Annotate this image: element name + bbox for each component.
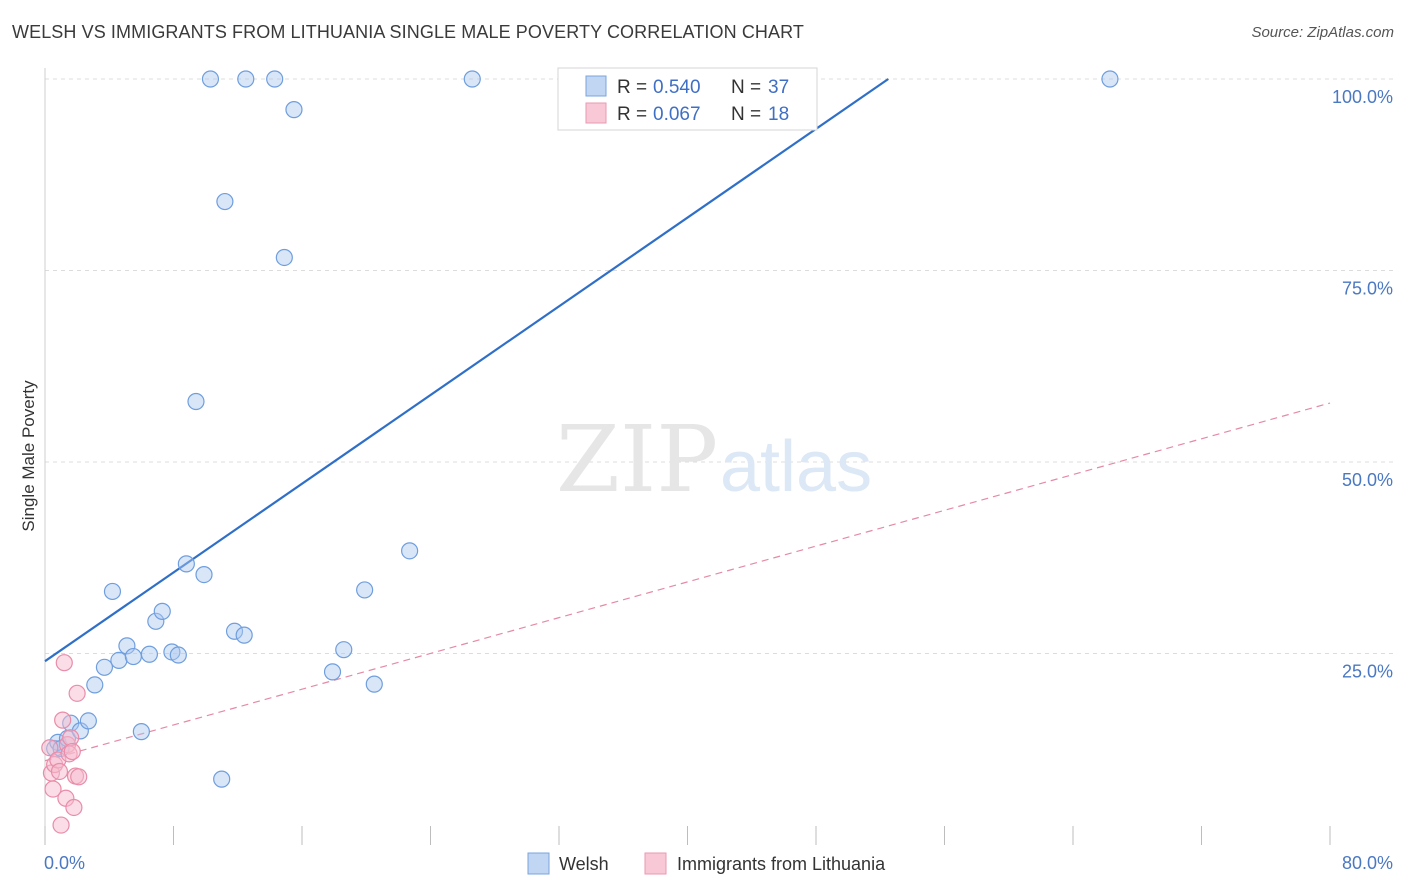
bottom-legend: Welsh Immigrants from Lithuania bbox=[527, 852, 886, 875]
point-welsh-8 bbox=[95, 658, 114, 676]
legend-r-value-lithuania: 0.067 bbox=[653, 104, 701, 125]
bottom-legend-label-lithuania: Immigrants from Lithuania bbox=[677, 854, 886, 874]
point-welsh-22 bbox=[201, 70, 220, 88]
point-welsh-9 bbox=[103, 582, 122, 601]
point-lithuania-17 bbox=[70, 768, 88, 786]
point-welsh-26 bbox=[235, 626, 253, 644]
point-lithuania-13 bbox=[63, 742, 81, 761]
point-lithuania-8 bbox=[55, 654, 73, 672]
x-tick-label-min: 0.0% bbox=[44, 853, 85, 873]
legend-r-value-welsh: 0.540 bbox=[653, 77, 701, 98]
point-lithuania-0 bbox=[41, 739, 59, 757]
y-tick-label-75: 75.0% bbox=[1342, 279, 1393, 299]
point-welsh-18 bbox=[169, 646, 187, 664]
trendline-welsh bbox=[44, 78, 889, 663]
point-welsh-19 bbox=[177, 555, 195, 573]
x-tick-label-max: 80.0% bbox=[1342, 853, 1393, 873]
axis-layer bbox=[44, 68, 1331, 845]
point-welsh-28 bbox=[266, 70, 284, 88]
bottom-legend-swatch-lithuania bbox=[644, 852, 667, 875]
point-welsh-32 bbox=[335, 641, 353, 659]
point-lithuania-16 bbox=[68, 684, 86, 702]
point-lithuania-7 bbox=[54, 711, 72, 729]
point-lithuania-14 bbox=[65, 798, 83, 817]
point-welsh-20 bbox=[187, 392, 205, 411]
legend-swatch-lithuania bbox=[585, 102, 607, 124]
points-layer bbox=[41, 70, 1119, 834]
chart-title: WELSH VS IMMIGRANTS FROM LITHUANIA SINGL… bbox=[12, 22, 805, 42]
point-lithuania-2 bbox=[44, 780, 62, 798]
source-label: Source: ZipAtlas.com bbox=[1251, 24, 1394, 41]
point-welsh-37 bbox=[1101, 70, 1119, 88]
point-welsh-29 bbox=[275, 248, 293, 267]
point-lithuania-6 bbox=[52, 816, 70, 834]
legend-n-value-welsh: 37 bbox=[768, 77, 789, 98]
point-welsh-35 bbox=[401, 542, 419, 560]
bottom-legend-label-welsh: Welsh bbox=[559, 854, 609, 874]
point-welsh-15 bbox=[147, 612, 165, 630]
point-welsh-10 bbox=[110, 651, 128, 669]
trend-layer bbox=[44, 78, 1331, 762]
watermark-zip: ZIP bbox=[556, 406, 718, 513]
point-welsh-34 bbox=[365, 675, 383, 693]
legend-n-label-lithuania: N = bbox=[731, 104, 761, 125]
bottom-legend-swatch-welsh bbox=[527, 852, 550, 875]
watermark: ZIP atlas bbox=[556, 406, 872, 513]
y-tick-label-100: 100.0% bbox=[1332, 87, 1393, 107]
legend-n-label-welsh: N = bbox=[731, 77, 761, 98]
point-welsh-30 bbox=[285, 101, 303, 119]
point-welsh-6 bbox=[79, 712, 97, 730]
point-lithuania-5 bbox=[50, 762, 69, 781]
point-welsh-33 bbox=[356, 581, 374, 599]
y-tick-label-50: 50.0% bbox=[1342, 470, 1393, 490]
trendline-lithuania bbox=[44, 402, 1331, 762]
point-welsh-36 bbox=[463, 70, 481, 88]
legend-n-value-lithuania: 18 bbox=[768, 104, 789, 125]
point-welsh-7 bbox=[86, 676, 104, 694]
point-welsh-14 bbox=[140, 645, 159, 663]
watermark-atlas: atlas bbox=[720, 427, 872, 507]
y-axis-title: Single Male Poverty bbox=[19, 380, 38, 532]
point-welsh-31 bbox=[323, 663, 342, 681]
legend-r-label-welsh: R = bbox=[617, 77, 647, 98]
point-welsh-23 bbox=[213, 770, 231, 788]
legend-swatch-welsh bbox=[585, 75, 607, 97]
point-welsh-12 bbox=[124, 647, 142, 666]
y-tick-label-25: 25.0% bbox=[1342, 662, 1393, 682]
legend-box: R = 0.540 N = 37 R = 0.067 N = 18 bbox=[557, 67, 818, 131]
point-welsh-21 bbox=[195, 566, 213, 584]
point-welsh-24 bbox=[216, 192, 234, 211]
legend-r-label-lithuania: R = bbox=[617, 104, 647, 125]
label-layer: 25.0% 50.0% 75.0% 100.0% 0.0% 80.0% bbox=[44, 87, 1393, 873]
point-welsh-13 bbox=[132, 723, 150, 741]
point-welsh-27 bbox=[237, 70, 255, 88]
point-welsh-25 bbox=[225, 622, 244, 640]
grid-layer bbox=[45, 78, 1395, 654]
point-welsh-16 bbox=[153, 602, 171, 620]
point-welsh-11 bbox=[118, 637, 136, 655]
